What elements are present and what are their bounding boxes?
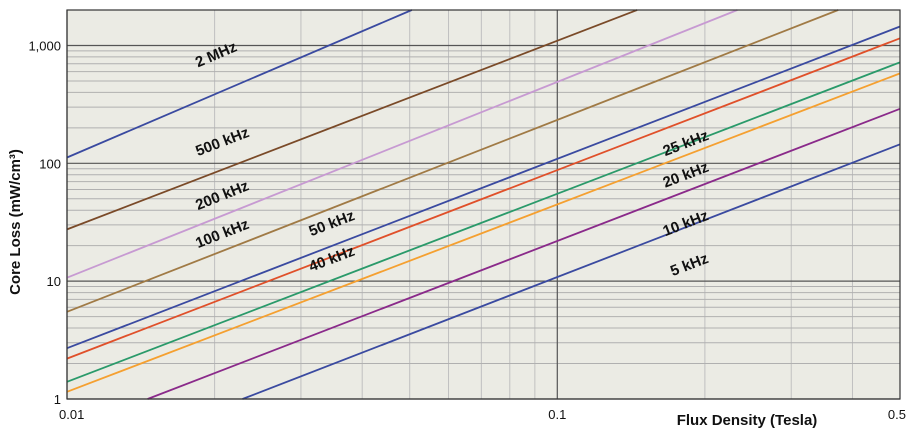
y-tick-label: 1 [54, 392, 61, 407]
plot-area [67, 10, 900, 399]
plot-background [67, 10, 900, 399]
series-line-200-khz [66, 9, 738, 279]
minor-grid [67, 9, 901, 399]
series-line-20-khz [66, 72, 901, 393]
plot-border [66, 9, 901, 400]
x-tick-label: 0.5 [888, 407, 906, 422]
tick-labels: 0.01 0.1 0.5 1 10 100 1,000 [28, 38, 906, 422]
series-line-2-mhz [66, 9, 413, 159]
series-line-10-khz [147, 107, 901, 400]
series-line-500-khz [66, 9, 638, 231]
series-line-40-khz [66, 37, 901, 360]
y-tick-label: 100 [39, 156, 61, 171]
series-line-25-khz [66, 61, 901, 383]
series-line-100-khz [66, 9, 839, 313]
plot-frame [66, 9, 901, 400]
y-tick-label: 10 [47, 274, 61, 289]
series-lines [66, 9, 901, 400]
y-tick-label: 1,000 [28, 38, 61, 53]
series-line-5-khz [242, 143, 901, 400]
y-axis-label: Core Loss (mW/cm³) [7, 149, 24, 295]
x-tick-label: 0.1 [548, 407, 566, 422]
series-line-50-khz [66, 25, 901, 350]
x-axis-label: Flux Density (Tesla) [677, 412, 818, 429]
x-tick-label: 0.01 [59, 407, 84, 422]
